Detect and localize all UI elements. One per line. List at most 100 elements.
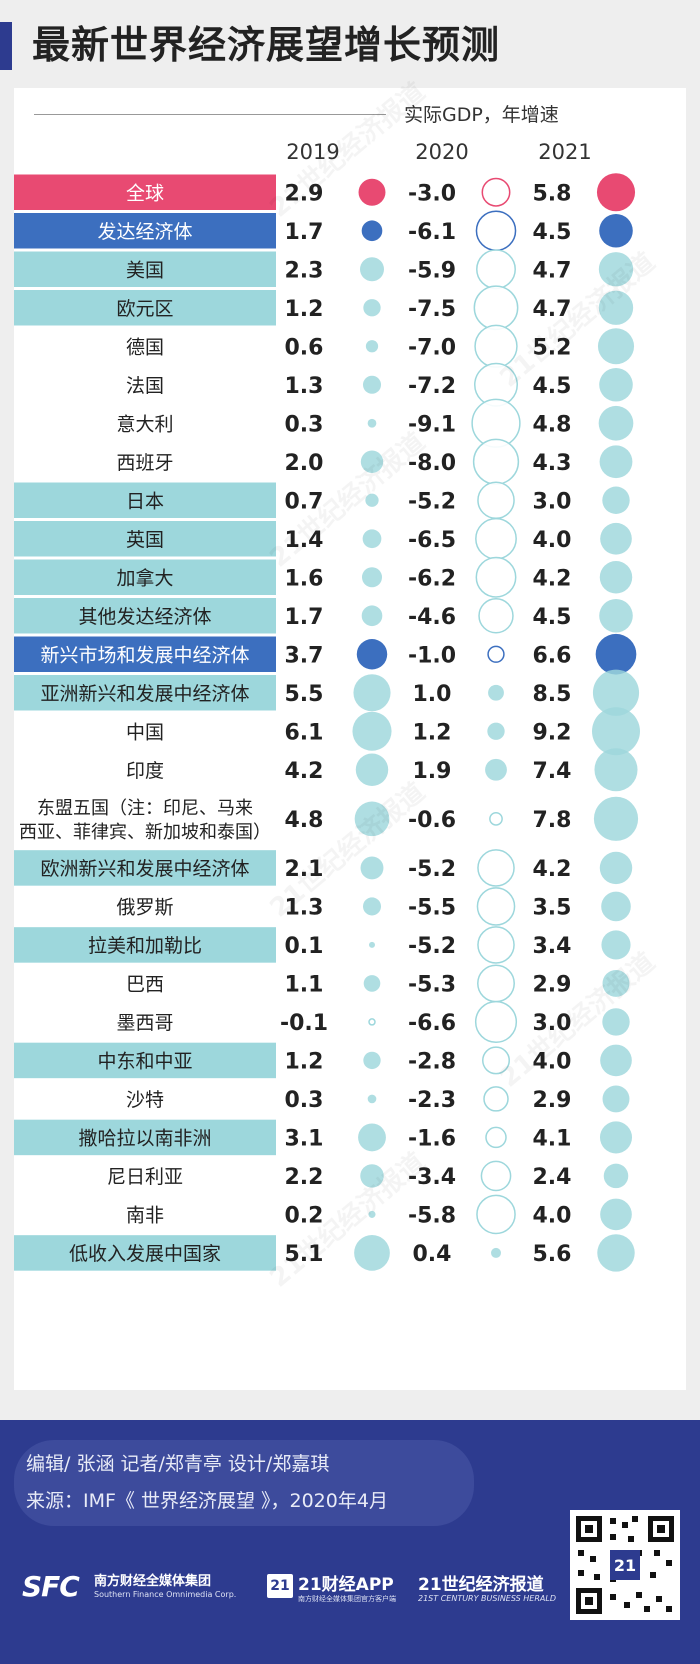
row-label-line2: 西亚、菲律宾、新加坡和泰国） <box>19 822 271 843</box>
row-label-bg <box>14 251 276 287</box>
value-2019: 4.8 <box>285 808 324 833</box>
bubble-2020 <box>477 964 515 1003</box>
row-label: 俄罗斯 <box>116 896 173 918</box>
row-label-bg <box>14 521 276 557</box>
value-2019: 0.3 <box>285 412 324 437</box>
bubble-2021 <box>598 290 634 325</box>
value-2021: 3.5 <box>533 895 572 920</box>
bubble-2019 <box>369 941 375 948</box>
value-2019: 1.2 <box>285 1049 324 1074</box>
value-2020: 1.2 <box>413 720 452 745</box>
value-2020: -0.6 <box>408 808 456 833</box>
year-2019-header: 2019 <box>286 140 340 164</box>
row-label-bg <box>14 174 276 210</box>
bubble-2021 <box>594 748 638 792</box>
bubble-2021 <box>600 522 632 555</box>
value-2020: -8.0 <box>408 451 456 476</box>
bubble-2020 <box>475 210 517 252</box>
bubble-2021 <box>599 1121 633 1154</box>
bubble-2020 <box>476 249 516 290</box>
value-2020: -6.6 <box>408 1011 456 1036</box>
value-2019: 0.3 <box>285 1088 324 1113</box>
row-label: 拉美和加勒比 <box>88 935 202 957</box>
bubble-2021 <box>602 486 630 514</box>
bubble-2019 <box>360 450 384 473</box>
row-label: 其他发达经济体 <box>78 606 211 628</box>
value-2021: 2.4 <box>533 1165 572 1190</box>
value-2019: 2.1 <box>285 857 324 882</box>
value-2021: 2.9 <box>533 972 572 997</box>
row-label: 西班牙 <box>116 452 173 474</box>
value-2021: 5.8 <box>533 181 572 206</box>
herald-logo-en: 21ST CENTURY BUSINESS HERALD <box>418 1594 556 1603</box>
value-2021: 2.9 <box>533 1088 572 1113</box>
row-label-bg <box>14 927 276 963</box>
value-2019: 6.1 <box>285 720 324 745</box>
bubble-2020 <box>488 684 504 701</box>
bubble-2019 <box>368 1018 376 1026</box>
value-2021: 9.2 <box>533 720 572 745</box>
row-label: 发达经济体 <box>97 221 192 243</box>
value-2019: 2.2 <box>285 1165 324 1190</box>
row-label-bg <box>14 1119 276 1156</box>
page-title: 最新世界经济展望增长预测 <box>32 23 501 67</box>
bubble-2020 <box>474 1000 518 1044</box>
value-2020: -7.5 <box>408 297 456 322</box>
row-label-bg <box>14 598 276 634</box>
value-2021: 8.5 <box>533 682 572 707</box>
bubble-2020 <box>485 758 507 781</box>
bubble-2019 <box>360 856 384 880</box>
bubble-2019 <box>365 493 379 507</box>
bubble-2020 <box>485 1126 507 1149</box>
qr-code-icon[interactable]: 21 <box>570 1510 680 1620</box>
value-2019: 1.6 <box>285 566 324 591</box>
value-2019: 3.7 <box>285 643 324 668</box>
credits-box: 编辑/ 张涵 记者/郑青亭 设计/郑嘉琪 来源：IMF《 世界经济展望 》，20… <box>14 1440 474 1526</box>
value-2019: 1.4 <box>285 528 324 553</box>
bubble-2021 <box>601 891 631 922</box>
bubble-2020 <box>487 645 505 663</box>
value-2019: 1.7 <box>285 220 324 245</box>
bubble-2019 <box>358 178 386 206</box>
row-label-bg <box>14 850 276 886</box>
bubble-2021 <box>599 598 633 633</box>
bubble-2019 <box>363 1051 381 1070</box>
value-2019: 1.7 <box>285 605 324 630</box>
bubble-2019 <box>368 1210 376 1218</box>
value-2020: -5.2 <box>408 489 456 514</box>
bubble-2020 <box>490 1247 502 1258</box>
row-label-bg <box>14 675 276 711</box>
value-2020: -7.2 <box>408 374 456 399</box>
value-2019: 2.3 <box>285 258 324 283</box>
bubble-2021 <box>600 1044 632 1077</box>
value-2020: -4.6 <box>408 605 456 630</box>
value-2021: 4.5 <box>533 605 572 630</box>
bubble-2019 <box>367 418 377 428</box>
row-label: 沙特 <box>126 1089 164 1111</box>
value-2021: 4.7 <box>533 297 572 322</box>
bubble-2021 <box>593 796 639 841</box>
value-2020: -5.8 <box>408 1203 456 1228</box>
bubble-table-chart: 全球 2.9 -3.0 5.8 发达经济体 1.7 -6.1 4.5 美国 2.3 -5.9 4.7 欧… <box>14 173 640 1272</box>
row-label: 低收入发展中国家 <box>69 1243 221 1265</box>
bubble-2021 <box>599 561 633 594</box>
bubble-2020 <box>475 556 517 598</box>
bubble-2020 <box>476 887 516 926</box>
row-label: 德国 <box>126 336 164 358</box>
value-2020: -1.0 <box>408 643 456 668</box>
bubble-2020 <box>476 1194 516 1235</box>
bubble-2020 <box>477 926 515 964</box>
bubble-2020 <box>478 598 514 634</box>
bubble-2019 <box>354 1235 390 1271</box>
value-2019: 0.1 <box>285 934 324 959</box>
publisher-logos: SFC 南方财经全媒体集团 Southern Finance Omnimedia… <box>22 1570 556 1610</box>
value-2021: 4.0 <box>533 1049 572 1074</box>
row-label-bg <box>14 1235 276 1271</box>
value-2021: 4.7 <box>533 258 572 283</box>
header-rule <box>34 114 386 115</box>
bubble-2019 <box>365 340 379 353</box>
value-2021: 5.6 <box>533 1242 572 1267</box>
value-2021: 3.0 <box>533 489 572 514</box>
value-2019: 5.5 <box>285 682 324 707</box>
sfc-logo-en: Southern Finance Omnimedia Corp. <box>94 1590 237 1599</box>
